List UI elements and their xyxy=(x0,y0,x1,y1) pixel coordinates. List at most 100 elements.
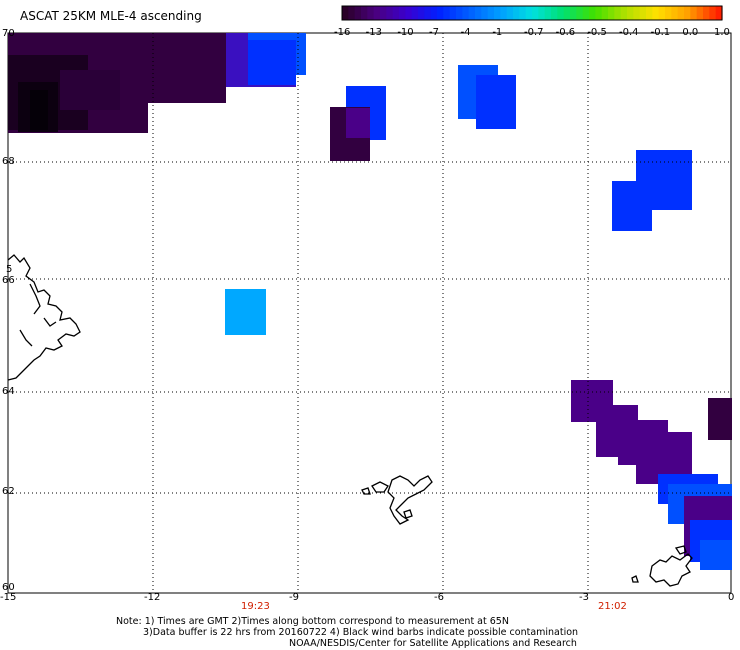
note-line-1: Note: 1) Times are GMT 2)Times along bot… xyxy=(116,616,509,627)
colorbar-swatch xyxy=(684,6,691,20)
colorbar-swatch xyxy=(601,6,609,20)
colorbar-swatch xyxy=(582,6,590,20)
data-cell xyxy=(700,540,732,570)
stray-axis-label: 5 xyxy=(6,264,12,275)
data-cell xyxy=(248,40,296,85)
colorbar-swatch xyxy=(443,6,451,20)
colorbar-swatch xyxy=(437,6,444,20)
pass-time-label: 19:23 xyxy=(241,601,270,612)
colorbar-swatch xyxy=(367,6,375,20)
data-cell xyxy=(60,70,120,110)
data-cell xyxy=(346,108,370,138)
colorbar-swatch xyxy=(399,6,406,20)
colorbar-swatch xyxy=(665,6,672,20)
colorbar-swatch xyxy=(589,6,596,20)
colorbar-swatch xyxy=(487,6,495,20)
colorbar-swatch xyxy=(690,6,698,20)
colorbar-swatch xyxy=(633,6,641,20)
y-tick-label: 66 xyxy=(2,275,15,286)
y-axis-labels: 70 68 66 64 62 60 5 xyxy=(2,28,15,593)
colorbar-swatch xyxy=(639,6,647,20)
x-axis-labels: -15 -12 -9 -6 -3 0 xyxy=(0,592,734,603)
plot-frame xyxy=(7,32,732,594)
data-cell xyxy=(225,289,266,335)
y-tick-label: 62 xyxy=(2,486,15,497)
data-cell xyxy=(476,75,516,129)
y-tick-label: 70 xyxy=(2,28,15,39)
colorbar-swatch xyxy=(652,6,660,20)
colorbar-swatch xyxy=(519,6,527,20)
colorbar-swatch xyxy=(405,6,413,20)
data-cells xyxy=(8,33,732,570)
colorbar-swatch xyxy=(608,6,615,20)
colorbar-swatch xyxy=(411,6,419,20)
colorbar-frame xyxy=(341,5,723,21)
colorbar-swatch xyxy=(481,6,489,20)
gridlines xyxy=(8,33,731,593)
note-line-3: NOAA/NESDIS/Center for Satellite Applica… xyxy=(289,638,577,649)
x-tick-label: -15 xyxy=(0,592,16,603)
colorbar-swatch xyxy=(620,6,628,20)
x-tick-label: -9 xyxy=(289,592,299,603)
colorbar-swatch xyxy=(373,6,381,20)
coastlines xyxy=(7,254,693,587)
colorbar-swatch xyxy=(538,6,546,20)
colorbar-swatch xyxy=(532,6,539,20)
data-cell xyxy=(30,90,48,130)
colorbar-swatch xyxy=(525,6,533,20)
colorbar-swatch xyxy=(551,6,558,20)
faroe-islands-coast xyxy=(361,475,433,525)
colorbar-swatch xyxy=(627,6,634,20)
colorbar-swatch xyxy=(475,6,482,20)
y-tick-label: 68 xyxy=(2,156,15,167)
colorbar-swatch xyxy=(494,6,501,20)
colorbar-swatch xyxy=(646,6,653,20)
colorbar-swatch xyxy=(348,6,356,20)
data-cell xyxy=(612,181,652,231)
colorbar-swatch xyxy=(576,6,584,20)
map-title: ASCAT 25KM MLE-4 ascending xyxy=(20,9,202,23)
colorbar-swatch xyxy=(709,6,717,20)
colorbar-swatch xyxy=(361,6,368,20)
note-line-2: 3)Data buffer is 22 hrs from 20160722 4)… xyxy=(143,627,578,638)
pass-time-label: 21:02 xyxy=(598,601,627,612)
colorbar-swatch xyxy=(468,6,476,20)
x-tick-label: -6 xyxy=(434,592,444,603)
colorbar-swatch xyxy=(671,6,679,20)
colorbar-swatch xyxy=(462,6,470,20)
x-tick-label: 0 xyxy=(728,592,734,603)
colorbar-swatch xyxy=(563,6,571,20)
colorbar-swatch xyxy=(614,6,622,20)
colorbar-swatch xyxy=(456,6,463,20)
iceland-coast xyxy=(7,254,81,381)
colorbar-swatch xyxy=(449,6,457,20)
x-tick-label: -12 xyxy=(144,592,160,603)
colorbar-swatch xyxy=(342,6,349,20)
y-tick-label: 64 xyxy=(2,386,15,397)
colorbar-swatch xyxy=(392,6,400,20)
colorbar-swatch xyxy=(658,6,666,20)
data-cell xyxy=(708,398,732,440)
colorbar-swatch xyxy=(506,6,514,20)
colorbar-swatch xyxy=(595,6,603,20)
shetland-coast xyxy=(631,545,693,587)
y-tick-label: 60 xyxy=(2,582,15,593)
colorbar-swatch xyxy=(677,6,685,20)
x-tick-label: -3 xyxy=(579,592,589,603)
colorbar-swatch xyxy=(354,6,362,20)
colorbar-swatch xyxy=(544,6,552,20)
colorbar-swatch xyxy=(715,6,723,20)
colorbar-swatch xyxy=(500,6,508,20)
colorbar-swatch xyxy=(513,6,520,20)
colorbar-swatch xyxy=(696,6,704,20)
colorbar-swatch xyxy=(570,6,577,20)
colorbar-swatch xyxy=(430,6,438,20)
colorbar-swatch xyxy=(424,6,432,20)
colorbar-swatch xyxy=(703,6,710,20)
colorbar-swatch xyxy=(386,6,394,20)
data-cell xyxy=(150,70,192,98)
colorbar-swatch xyxy=(418,6,425,20)
colorbar-swatch xyxy=(380,6,387,20)
colorbar-swatch xyxy=(557,6,565,20)
